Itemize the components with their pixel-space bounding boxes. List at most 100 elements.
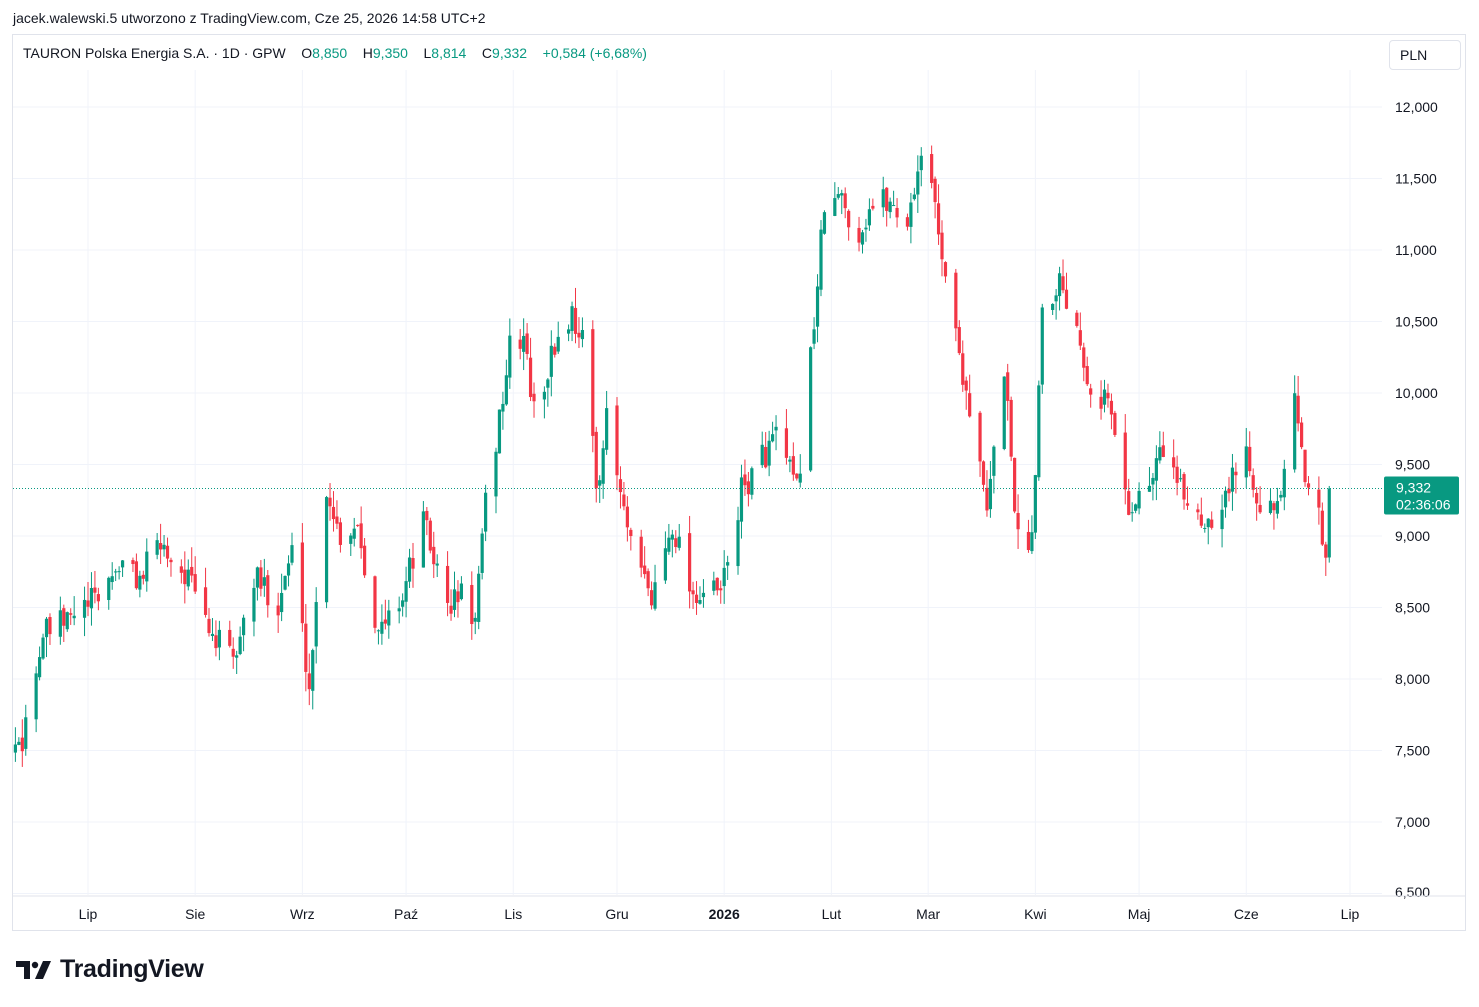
candle-body: [809, 347, 813, 471]
candle-body: [1230, 467, 1235, 492]
candle-body: [912, 194, 916, 200]
y-tick-label: 8,000: [1395, 671, 1430, 687]
chart-frame: [12, 34, 1466, 931]
tradingview-logo-icon: [16, 960, 51, 979]
candle-body: [542, 391, 546, 400]
candle-body: [1134, 504, 1138, 511]
candle-body: [311, 650, 315, 691]
candle-body: [750, 468, 754, 495]
candle-body: [1061, 276, 1065, 291]
candle-body: [1255, 492, 1259, 504]
candle-body: [833, 198, 837, 216]
candle-body: [522, 335, 526, 352]
candle-body: [1234, 471, 1238, 476]
candle-body: [1199, 514, 1203, 526]
candle-body: [48, 617, 52, 635]
candle-body: [72, 615, 76, 619]
candle-body: [41, 637, 45, 659]
candle-body: [1075, 312, 1079, 326]
x-tick-label: Maj: [1128, 906, 1151, 922]
candle-body: [445, 565, 450, 603]
candle-body: [473, 617, 477, 622]
y-tick-label: 8,500: [1395, 600, 1430, 616]
candle-body: [1002, 376, 1006, 450]
candle-body: [266, 575, 270, 606]
candle-body: [1303, 449, 1307, 483]
y-tick-label: 9,500: [1395, 457, 1430, 473]
open-label: O: [301, 45, 313, 61]
candle-body: [217, 629, 221, 648]
candle-body: [698, 600, 702, 604]
candle-body: [1175, 466, 1179, 483]
candle-body: [1161, 445, 1165, 457]
last-price-badge: [1384, 476, 1459, 515]
candle-body: [936, 203, 941, 235]
candle-body: [131, 560, 135, 565]
y-tick-label: 11,500: [1395, 171, 1437, 187]
candle-body: [186, 569, 190, 587]
countdown-label: 02:36:06: [1396, 497, 1451, 513]
candle-body: [380, 621, 384, 634]
candle-body: [618, 479, 623, 493]
attribution-text: jacek.walewski.5 utworzono z TradingView…: [13, 10, 486, 26]
candle-body: [930, 154, 934, 183]
candle-body: [546, 379, 550, 388]
candle-body: [428, 520, 432, 551]
candle-body: [1127, 491, 1131, 515]
candle-body: [957, 327, 961, 354]
candle-body: [525, 333, 529, 354]
candle-body: [376, 630, 381, 632]
candle-body: [259, 567, 263, 589]
candle-body: [739, 477, 744, 522]
x-tick-label: 2026: [709, 906, 740, 922]
candle-body: [1158, 447, 1162, 461]
currency-button[interactable]: PLN: [1389, 40, 1461, 70]
candle-body: [169, 559, 173, 563]
candle-body: [743, 474, 747, 486]
candle-body: [1251, 475, 1255, 490]
candle-body: [1137, 490, 1141, 509]
candle-body: [504, 375, 508, 405]
candle-body: [857, 227, 861, 243]
candle-body: [286, 563, 291, 576]
candle-body: [532, 393, 536, 402]
candle-body: [691, 590, 695, 595]
candle-body: [1324, 544, 1328, 558]
candle-body: [905, 217, 910, 227]
candle-body: [328, 497, 332, 507]
candle-body: [235, 655, 239, 658]
candle-body: [670, 534, 674, 540]
candle-body: [774, 426, 778, 431]
x-tick-label: Mar: [916, 906, 940, 922]
candle-body: [1203, 527, 1207, 529]
candle-body: [231, 648, 235, 657]
candle-body: [577, 332, 581, 338]
candle-body: [1185, 503, 1190, 506]
candle-body: [44, 618, 49, 638]
candle-body: [134, 561, 139, 589]
candle-body: [885, 187, 889, 211]
x-tick-label: Paź: [394, 906, 418, 922]
candle-body: [1006, 372, 1010, 401]
y-tick-label: 11,000: [1395, 242, 1437, 258]
candle-body: [497, 409, 502, 454]
symbol-name[interactable]: TAURON Polska Energia S.A. · 1D · GPW: [23, 45, 286, 61]
candle-body: [1130, 512, 1134, 514]
candle-body: [622, 494, 626, 507]
x-tick-label: Lut: [822, 906, 842, 922]
candle-body: [694, 594, 699, 603]
candle-body: [594, 431, 598, 489]
candle-body: [300, 542, 304, 624]
candle-body: [283, 575, 287, 590]
candle-body: [262, 577, 266, 586]
candle-body: [943, 262, 948, 277]
candle-body: [784, 428, 789, 458]
candle-body: [65, 612, 69, 630]
candle-body: [207, 618, 211, 634]
candle-body: [625, 506, 629, 528]
candle-body: [363, 545, 367, 576]
tradingview-logo[interactable]: TradingView: [16, 955, 204, 984]
candle-body: [359, 523, 363, 549]
candle-body: [397, 608, 401, 612]
